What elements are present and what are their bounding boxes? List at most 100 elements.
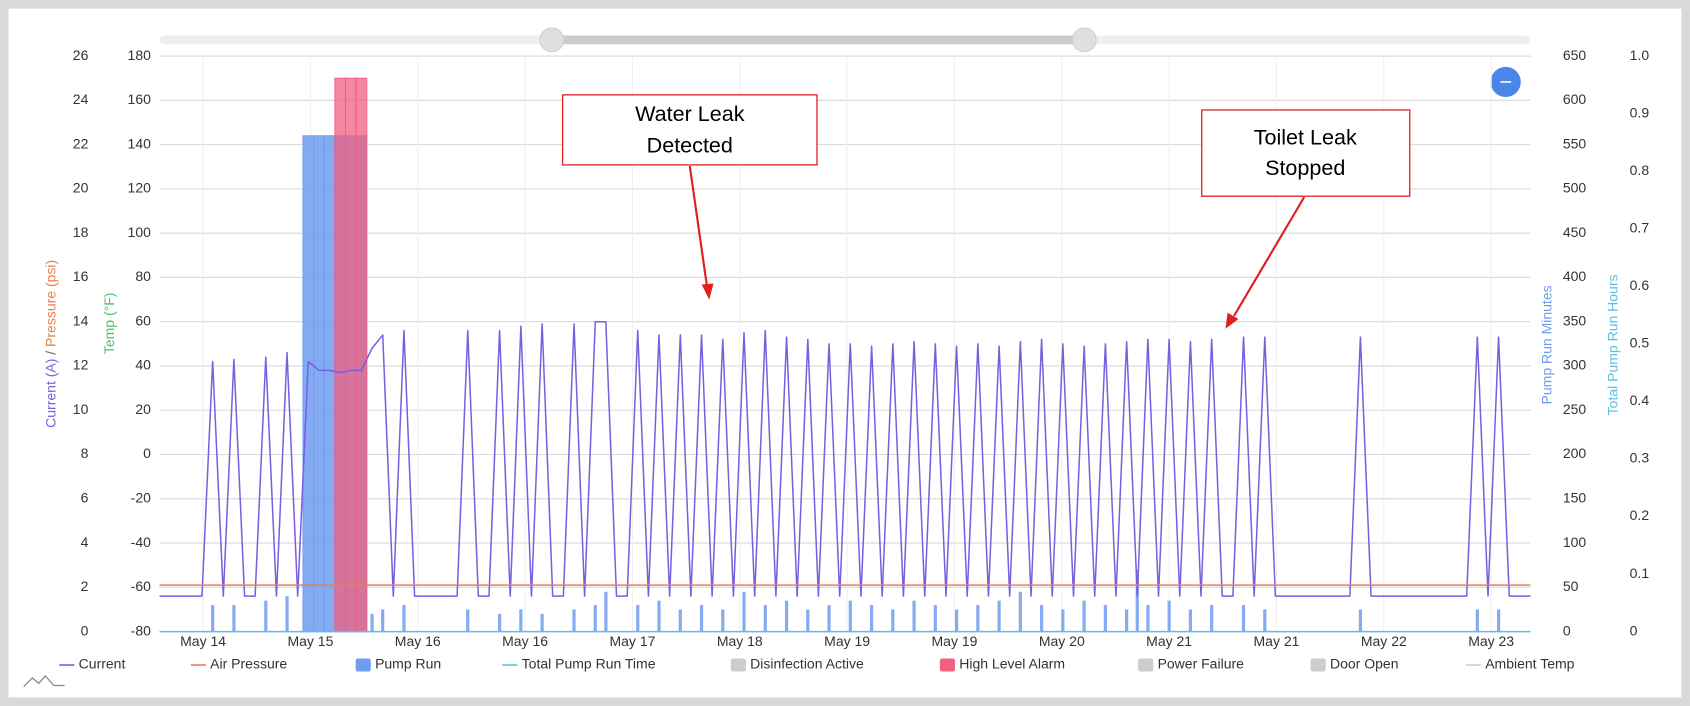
bar — [593, 605, 597, 632]
bar — [1263, 609, 1267, 632]
tick-label: 20 — [135, 401, 151, 417]
bar — [498, 613, 502, 632]
tick-label: 500 — [1563, 180, 1587, 196]
bar — [313, 135, 325, 633]
x-tick-label: May 20 — [1039, 633, 1085, 649]
x-tick-label: May 17 — [609, 633, 655, 649]
legend-label[interactable]: Ambient Temp — [1485, 656, 1574, 672]
legend-label[interactable]: Pump Run — [375, 656, 441, 672]
zoom-handle[interactable] — [539, 27, 565, 53]
tick-label: 1.0 — [1630, 47, 1650, 63]
tick-label: 400 — [1563, 268, 1587, 284]
tick-label: 0.3 — [1630, 450, 1650, 466]
x-tick-label: May 16 — [502, 633, 548, 649]
bar — [636, 605, 640, 632]
axis-title-part: Total Pump Run Hours — [1604, 274, 1620, 415]
bar — [869, 605, 874, 632]
bar — [1497, 609, 1501, 632]
bar — [540, 613, 544, 632]
x-tick-label: May 21 — [1254, 633, 1300, 649]
y-axis-title: Current (A) / Pressure (psi) — [42, 260, 58, 428]
annotation-text: Stopped — [1265, 155, 1345, 180]
tick-label: 650 — [1563, 47, 1587, 63]
bar — [954, 609, 959, 632]
navigator-icon[interactable] — [23, 674, 65, 688]
panel — [8, 8, 1682, 698]
bar — [891, 609, 895, 632]
bar — [302, 135, 315, 633]
tick-label: 300 — [1563, 357, 1587, 373]
tick-label: 550 — [1563, 135, 1587, 151]
plot-area: 02468101214161820222426-80-60-40-2002040… — [73, 47, 1650, 649]
tick-label: 0.2 — [1630, 507, 1650, 523]
bar — [678, 609, 682, 632]
tick-label: 0.6 — [1630, 277, 1650, 293]
legend-symbol — [730, 658, 746, 672]
bar — [827, 605, 831, 632]
bar — [1358, 609, 1363, 632]
tick-label: 160 — [128, 91, 152, 107]
x-tick-label: May 21 — [1146, 633, 1192, 649]
tick-label: 0.5 — [1630, 335, 1650, 351]
y3-axis-title: Pump Run Minutes — [1538, 285, 1554, 404]
bar — [848, 600, 852, 632]
x-tick-label: May 18 — [717, 633, 763, 649]
tick-label: 0 — [1563, 622, 1571, 638]
axis-title-part: Current (A) — [42, 359, 58, 428]
legend-label[interactable]: Power Failure — [1158, 656, 1245, 672]
tick-label: 20 — [73, 180, 89, 196]
tick-label: 22 — [73, 135, 89, 151]
bar — [1082, 600, 1086, 632]
legend-label[interactable]: Air Pressure — [210, 656, 287, 672]
bar — [285, 596, 289, 632]
tick-label: -80 — [131, 622, 151, 638]
legend-label[interactable]: Door Open — [1330, 656, 1398, 672]
bar — [997, 600, 1001, 632]
zoom-range[interactable] — [551, 35, 1085, 45]
bar — [1103, 605, 1107, 632]
tick-label: -60 — [131, 578, 151, 594]
axis-title-part: Pressure (psi) — [42, 260, 58, 347]
tick-label: 8 — [81, 445, 89, 461]
tick-label: 0 — [143, 445, 151, 461]
bar — [976, 605, 980, 632]
annotation-box — [1201, 109, 1411, 197]
tick-label: 120 — [128, 180, 152, 196]
tick-label: 4 — [81, 534, 89, 550]
tick-label: 100 — [1563, 534, 1587, 550]
bar — [763, 605, 767, 632]
tick-label: 250 — [1563, 401, 1587, 417]
legend-label[interactable]: Current — [79, 656, 126, 672]
tick-label: 40 — [135, 357, 151, 373]
annotation-text: Toilet Leak — [1254, 125, 1357, 150]
tick-label: 26 — [73, 47, 89, 63]
bar — [1241, 605, 1246, 632]
tick-label: 140 — [128, 135, 152, 151]
bar — [699, 605, 704, 632]
bar — [381, 609, 385, 632]
tick-label: 0 — [81, 622, 89, 638]
bar — [1475, 609, 1479, 632]
bar — [519, 609, 523, 632]
legend-label[interactable]: Total Pump Run Time — [522, 656, 656, 672]
tick-label: 24 — [73, 91, 89, 107]
legend-label[interactable]: Disinfection Active — [750, 656, 864, 672]
tick-label: 200 — [1563, 445, 1587, 461]
tick-label: 60 — [135, 312, 151, 328]
legend-label[interactable]: High Level Alarm — [959, 656, 1065, 672]
tick-label: 0.1 — [1630, 565, 1650, 581]
legend-symbol — [1138, 658, 1154, 672]
tick-label: 0.8 — [1630, 162, 1650, 178]
tick-label: 18 — [73, 224, 89, 240]
tick-label: 2 — [81, 578, 89, 594]
bar — [1188, 609, 1192, 632]
tick-label: 12 — [73, 357, 89, 373]
zoom-handle[interactable] — [1071, 27, 1097, 53]
annotation-arrow — [1233, 196, 1306, 317]
axis-title-part: Temp (°F) — [101, 293, 117, 355]
bar — [604, 591, 608, 632]
bar — [402, 605, 406, 632]
tick-label: 450 — [1563, 224, 1587, 240]
tick-label: 0.7 — [1630, 219, 1650, 235]
annotation-text: Detected — [647, 132, 733, 157]
